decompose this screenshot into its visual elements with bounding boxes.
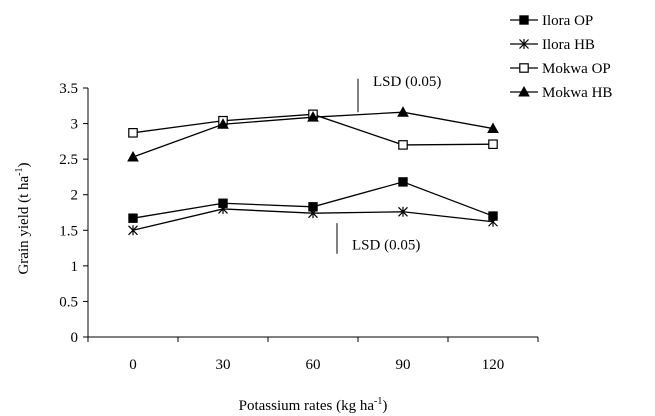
legend-label: Ilora OP — [542, 13, 593, 29]
legend-item: Mokwa OP — [510, 61, 611, 77]
y-tick-label: 3.5 — [59, 81, 78, 97]
series-mokwa-hb — [127, 106, 499, 162]
data-point — [397, 106, 409, 117]
annotation-layer: LSD (0.05) LSD (0.05) — [336, 74, 441, 254]
lsd-label: LSD (0.05) — [352, 238, 420, 254]
y-tick-label: 2.5 — [59, 152, 78, 168]
legend-marker — [519, 15, 529, 25]
data-point — [487, 122, 499, 134]
legend-label: Mokwa OP — [542, 61, 611, 77]
legend-item: Ilora OP — [510, 13, 593, 29]
data-point — [398, 177, 408, 187]
legend: Ilora OP Ilora HB Mokwa OP Mokwa HB — [510, 13, 612, 101]
x-tick-label: 0 — [129, 357, 137, 373]
x-tick-label: 30 — [216, 357, 231, 373]
series-ilora-hb — [128, 203, 498, 236]
data-point — [398, 140, 408, 150]
data-point — [217, 118, 229, 129]
legend-marker — [519, 63, 529, 73]
x-tick-label: 60 — [306, 357, 321, 373]
data-point — [488, 139, 498, 150]
data-point — [218, 203, 228, 214]
y-tick-label: 2 — [71, 188, 79, 204]
legend-item: Mokwa HB — [510, 85, 612, 101]
legend-marker — [519, 39, 529, 49]
legend-marker — [518, 85, 530, 97]
axes: 0 0.5 1 1.5 2 2.5 3 3.5 0 30 60 90 120 Potassium rate… — [14, 81, 539, 414]
data-point — [488, 216, 498, 227]
y-tick-label: 3 — [71, 117, 79, 133]
legend-label: Ilora HB — [542, 37, 595, 53]
y-tick-label: 0 — [71, 330, 79, 346]
series-layer — [127, 106, 499, 236]
x-tick-label: 120 — [482, 357, 505, 373]
data-point — [128, 213, 138, 223]
lsd-label: LSD (0.05) — [373, 74, 441, 90]
data-point — [128, 128, 138, 138]
y-tick-label: 1 — [71, 259, 79, 275]
series-ilora-op — [128, 177, 498, 223]
x-axis-title: Potassium rates (kg ha-1) — [239, 396, 388, 414]
legend-label: Mokwa HB — [542, 85, 612, 101]
data-point — [128, 225, 138, 236]
y-axis-title: Grain yield (t ha-1) — [14, 162, 32, 274]
x-tick-label: 90 — [396, 357, 411, 373]
legend-item: Ilora HB — [510, 37, 595, 53]
data-point — [308, 208, 318, 219]
data-point — [307, 111, 319, 122]
y-tick-label: 0.5 — [59, 294, 78, 310]
data-point — [398, 206, 408, 217]
data-point — [127, 150, 139, 162]
y-tick-label: 1.5 — [59, 223, 78, 239]
